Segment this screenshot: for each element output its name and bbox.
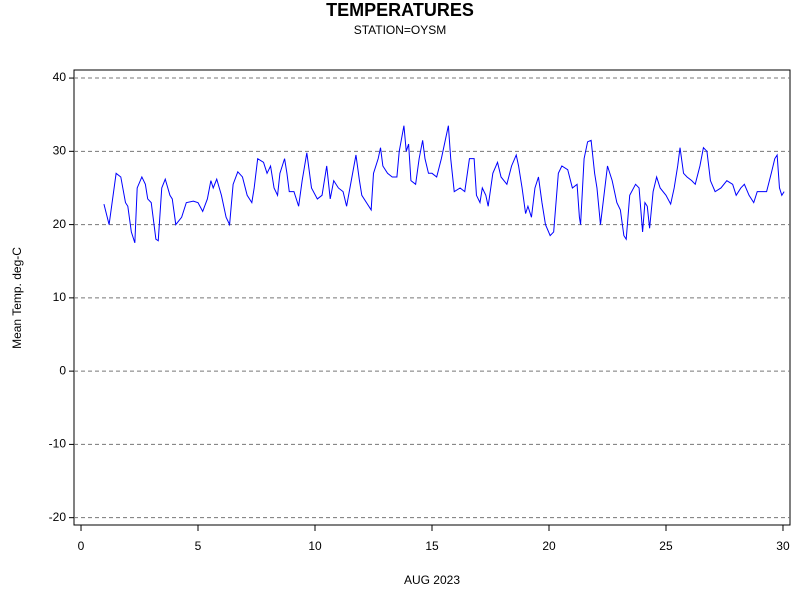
- x-tick-label: 5: [195, 539, 202, 553]
- data-line: [103, 125, 785, 244]
- y-tick-label: -10: [49, 437, 67, 451]
- x-tick-label: 15: [425, 539, 439, 553]
- chart-subtitle: STATION=OYSM: [354, 23, 447, 37]
- y-axis-label: Mean Temp. deg-C: [10, 247, 24, 349]
- y-tick-label: 20: [53, 217, 67, 231]
- x-tick-label: 25: [659, 539, 673, 553]
- x-tick-label: 10: [308, 539, 322, 553]
- chart-title: TEMPERATURES: [326, 0, 474, 20]
- x-tick-label: 30: [776, 539, 790, 553]
- y-tick-label: -20: [49, 510, 67, 524]
- x-axis-label: AUG 2023: [404, 573, 460, 587]
- y-tick-label: 40: [53, 70, 67, 84]
- y-tick-label: 0: [59, 363, 66, 377]
- x-tick-label: 20: [542, 539, 556, 553]
- y-tick-label: 30: [53, 144, 67, 158]
- y-tick-label: 10: [53, 290, 67, 304]
- x-tick-label: 0: [78, 539, 85, 553]
